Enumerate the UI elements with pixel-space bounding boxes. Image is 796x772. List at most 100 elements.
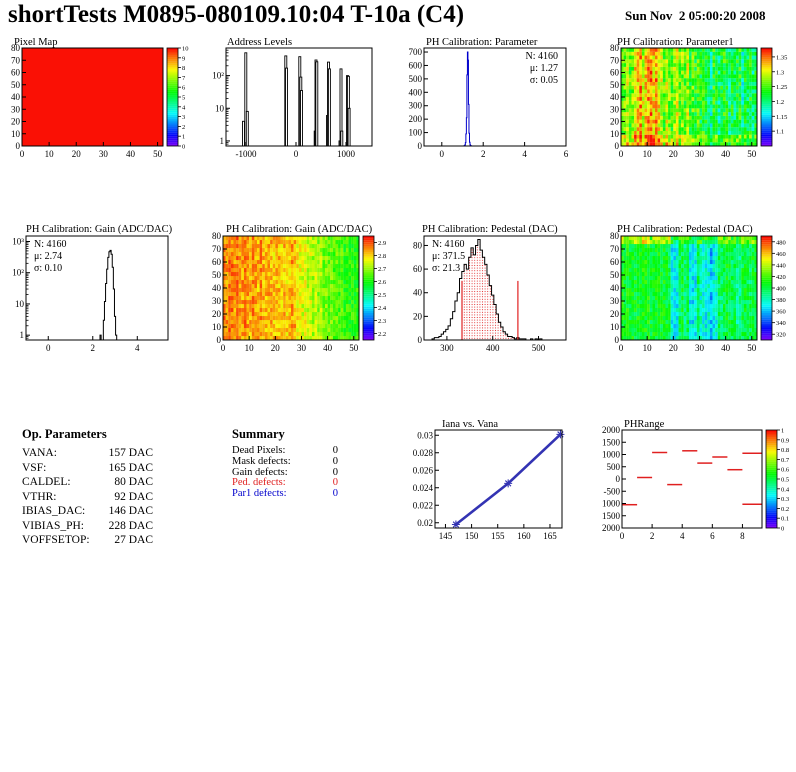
svg-text:8: 8	[740, 531, 745, 541]
svg-text:2.3: 2.3	[378, 318, 386, 325]
op-parameter-row: VTHR: 92 DAC	[22, 490, 153, 505]
svg-text:50: 50	[212, 270, 222, 280]
summary-label: Par1 defects:	[232, 488, 287, 500]
op-parameters-heading: Op. Parameters	[22, 427, 107, 441]
svg-text:4: 4	[135, 343, 140, 353]
svg-text:20: 20	[212, 309, 222, 319]
svg-text:20: 20	[610, 309, 620, 319]
svg-text:0: 0	[440, 149, 445, 159]
svg-text:50: 50	[610, 270, 620, 280]
svg-text:0.024: 0.024	[413, 483, 434, 493]
op-param-label: IBIAS_DAC:	[22, 505, 86, 517]
svg-text:400: 400	[776, 286, 786, 293]
svg-text:20: 20	[413, 311, 423, 321]
chart-content	[434, 429, 565, 529]
svg-text:0: 0	[221, 343, 226, 353]
pedestal-hist-panel: PH Calibration: Pedestal (DAC) 300 400 500…	[398, 220, 597, 365]
svg-text:400: 400	[486, 343, 500, 353]
svg-text:2.2: 2.2	[378, 331, 386, 338]
svg-text:5: 5	[182, 95, 185, 102]
svg-text:400: 400	[409, 87, 423, 97]
svg-text:500: 500	[532, 343, 546, 353]
gain-hist-panel: PH Calibration: Gain (ADC/DAC) 0 2 4 1 10 10²…	[0, 220, 199, 365]
gain-hist-title: PH Calibration: Gain (ADC/DAC)	[26, 224, 173, 235]
svg-text:40: 40	[610, 92, 620, 102]
svg-text:380: 380	[776, 297, 786, 304]
page-title: shortTests M0895-080109.10:04 T-10a (C4)	[8, 1, 465, 28]
svg-text:40: 40	[721, 149, 731, 159]
axes: 0 10 20 30 40 50 0 10 20 30 40 50 60 70 80	[610, 231, 757, 353]
summary-value: 0	[332, 488, 338, 500]
chart-content	[423, 235, 567, 341]
svg-text:30: 30	[695, 343, 705, 353]
svg-text:30: 30	[610, 296, 620, 306]
svg-text:30: 30	[695, 149, 705, 159]
ph-parameter1-map-chart: PH Calibration: Parameter1 0 10 20 30 40 50 0 1…	[610, 37, 787, 159]
op-param-value: 165 DAC	[108, 461, 153, 474]
svg-text:1500: 1500	[602, 511, 621, 521]
svg-text:30: 30	[11, 104, 21, 114]
op-parameters-table: VANA: 157 DAC VSF: 165 DAC CALDEL: 80 DAC V…	[22, 446, 153, 548]
summary-row: Gain defects: 0	[232, 466, 338, 479]
address-levels-chart: Address Levels -1000 0 1000 1 10 10²	[212, 37, 373, 159]
svg-text:50: 50	[747, 343, 757, 353]
op-param-value: 92 DAC	[114, 490, 153, 503]
svg-text:50: 50	[11, 80, 21, 90]
summary-row: Par1 defects: 0	[232, 488, 338, 500]
svg-text:2.4: 2.4	[378, 305, 387, 312]
svg-text:440: 440	[776, 262, 786, 269]
svg-text:μ: 371.5: μ: 371.5	[432, 251, 465, 262]
svg-text:2.5: 2.5	[378, 292, 386, 299]
svg-text:0.02: 0.02	[417, 518, 433, 528]
svg-text:0.8: 0.8	[781, 447, 789, 454]
svg-text:10: 10	[610, 322, 620, 332]
gain-map-panel: PH Calibration: Gain (ADC/DAC) 0 10 20 30 40…	[199, 220, 398, 365]
chart-content	[25, 235, 169, 341]
chart-content	[225, 47, 373, 147]
svg-text:0.03: 0.03	[417, 430, 433, 440]
svg-text:160: 160	[517, 531, 531, 541]
summary-label: Gain defects:	[232, 466, 288, 478]
svg-text:6: 6	[564, 149, 569, 159]
pedestal-map-panel: PH Calibration: Pedestal (DAC) 0 10 20 30 40…	[597, 220, 796, 365]
svg-text:μ: 1.27: μ: 1.27	[530, 63, 558, 74]
svg-text:1.15: 1.15	[776, 114, 787, 121]
summary-value: 0	[332, 466, 338, 478]
svg-text:2.9: 2.9	[378, 240, 386, 247]
svg-text:1.35: 1.35	[776, 54, 787, 61]
svg-text:50: 50	[349, 343, 359, 353]
svg-text:8: 8	[182, 65, 185, 72]
svg-text:50: 50	[610, 80, 620, 90]
op-param-label: VANA:	[22, 447, 57, 459]
summary-heading: Summary	[232, 427, 285, 441]
svg-text:500: 500	[607, 462, 621, 472]
svg-text:1000: 1000	[602, 499, 621, 509]
svg-text:10: 10	[643, 149, 653, 159]
axes: 0 10 20 30 40 50 0 10 20 30 40 50 60 70 80	[610, 43, 757, 159]
svg-text:320: 320	[776, 332, 786, 339]
svg-text:4: 4	[680, 531, 685, 541]
svg-text:N: 4160: N: 4160	[526, 51, 559, 62]
svg-text:0: 0	[616, 474, 621, 484]
summary-panel: Summary Dead Pixels: 0 Mask defects: 0 Gai…	[199, 408, 398, 500]
svg-text:40: 40	[413, 288, 423, 298]
svg-text:0: 0	[217, 335, 222, 345]
svg-text:2.7: 2.7	[378, 266, 387, 273]
svg-text:40: 40	[126, 149, 136, 159]
axes: 0 10 20 30 40 50 0 10 20 30 40 50 60 70 80	[11, 43, 163, 159]
svg-text:1.25: 1.25	[776, 84, 787, 91]
svg-text:2000: 2000	[602, 425, 621, 435]
pedestal-hist-title: PH Calibration: Pedestal (DAC)	[422, 224, 558, 235]
op-parameters-panel: Op. Parameters VANA: 157 DAC VSF: 165 DAC …	[0, 408, 199, 548]
svg-text:0: 0	[46, 343, 51, 353]
svg-text:700: 700	[409, 47, 423, 57]
svg-text:10²: 10²	[12, 268, 24, 278]
svg-text:10: 10	[245, 343, 255, 353]
svg-text:0.2: 0.2	[781, 506, 789, 513]
svg-text:1.1: 1.1	[776, 129, 784, 136]
ph-parameter1-map-title: PH Calibration: Parameter1	[617, 37, 734, 48]
svg-text:80: 80	[413, 240, 423, 250]
